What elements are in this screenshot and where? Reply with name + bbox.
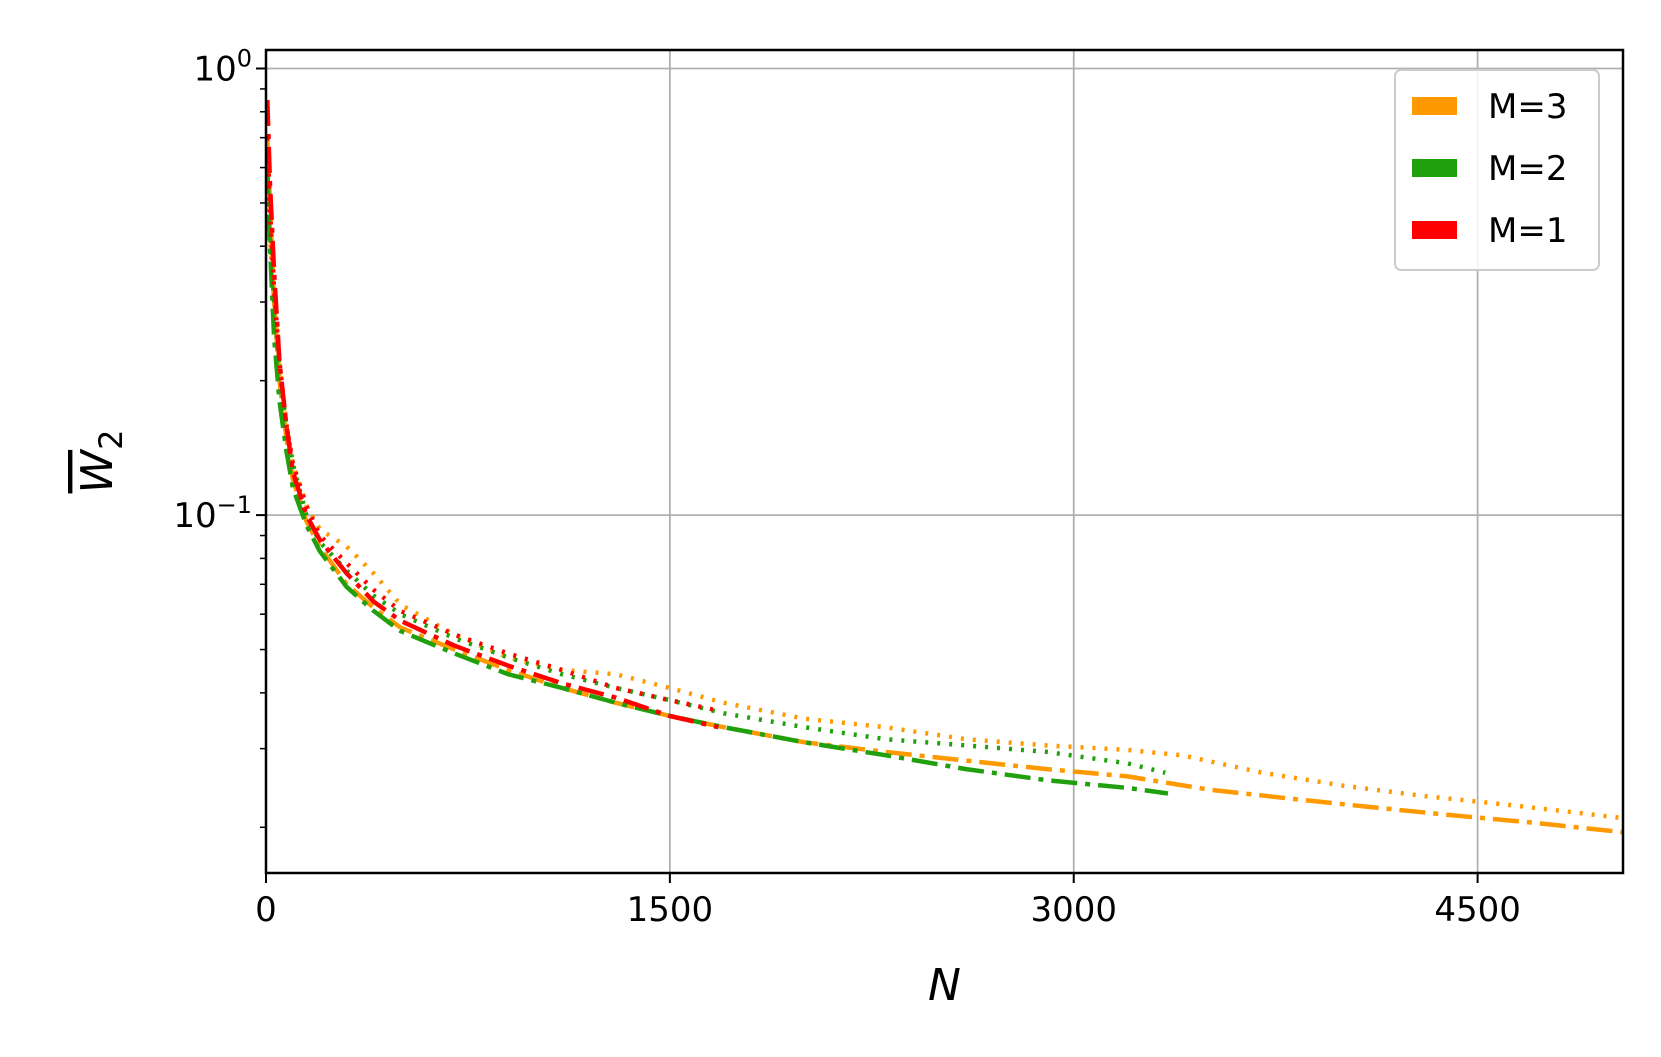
- svg-text:W2: W2: [72, 430, 130, 494]
- legend-swatch-m2: [1412, 159, 1457, 177]
- x-tick-label: 3000: [1030, 890, 1117, 930]
- y-tick-label: 100: [193, 44, 252, 89]
- legend-swatch-m3: [1412, 97, 1457, 115]
- series-line-m3-dashdot: [265, 137, 1624, 835]
- x-tick-label: 0: [255, 890, 277, 930]
- legend-swatch-m1: [1412, 221, 1457, 239]
- x-tick-label: 4500: [1434, 890, 1521, 930]
- series-line-m2-dashdot: [265, 167, 1169, 796]
- legend-box: [1394, 69, 1600, 271]
- y-axis-title-main: W: [72, 448, 123, 493]
- legend-label-m2: M=2: [1488, 149, 1567, 189]
- legend-label-m3: M=3: [1488, 87, 1567, 127]
- plot-frame: [264, 48, 1625, 875]
- y-tick-label: 10−1: [173, 491, 252, 536]
- legend-label-m1: M=1: [1488, 211, 1567, 251]
- legend: M=3 M=2 M=1: [1394, 69, 1600, 271]
- plot-lines: [265, 99, 1624, 835]
- x-axis-title: N: [928, 960, 961, 1011]
- series-line-m1-dashdot: [265, 99, 719, 730]
- axis-ticks: 0 1500 3000 4500 100 10−1: [173, 44, 1521, 930]
- y-axis-title: W2: [72, 430, 130, 494]
- y-axis-title-subscript: 2: [92, 430, 130, 450]
- x-tick-label: 1500: [627, 890, 714, 930]
